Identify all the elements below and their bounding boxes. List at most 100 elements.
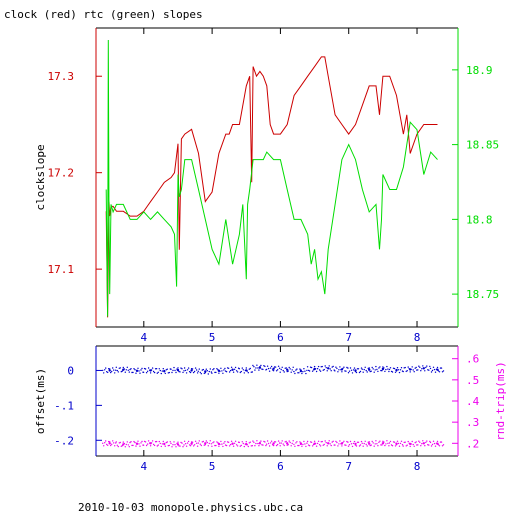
offset-point-dense [113,369,115,371]
offset-point-dense [259,366,261,368]
offset-point [204,370,207,373]
rndtrip-point-dense [187,440,190,443]
rndtrip-point-dense [244,443,246,445]
offset-point-dense [239,371,241,374]
rndtrip-point-dense [310,441,313,443]
offset-point-dense [319,370,322,372]
rndtrip-point-dense [335,440,337,443]
offset-point-dense [386,365,388,368]
offset-point-dense [133,368,135,370]
offset-point-dense [410,368,412,371]
offset-point-dense [125,369,128,371]
offset-point-dense [158,368,160,370]
offset-point-dense [404,366,406,369]
rndtrip-point-dense [241,441,243,443]
rndtrip-point-dense [213,441,215,443]
offset-point-dense [394,371,397,373]
rndtrip-point-dense [384,444,386,447]
offset-point-dense [266,365,269,367]
rndtrip-point-dense [368,441,370,443]
rndtrip-point-dense [357,441,360,443]
rndtrip-point [381,442,385,445]
offset-point-dense [382,366,384,368]
rndtrip-point-dense [438,445,441,447]
rndtrip-point [299,442,303,446]
rndtrip-point-dense [411,440,413,443]
offset-point-dense [328,365,330,367]
rndtrip-point-dense [376,443,378,445]
rndtrip-point-dense [327,442,329,444]
offset-point-dense [290,371,292,373]
offset-point-dense [358,371,361,374]
rndtrip-point-dense [299,441,301,443]
rndtrip-point-dense [389,440,392,443]
rndtrip-point-dense [259,441,261,444]
offset-point-dense [420,370,422,372]
offset-point-dense [268,370,271,372]
offset-point-dense [179,371,181,373]
rndtrip-point [108,442,111,445]
offset-point-dense [254,369,256,371]
rndtrip-point-dense [347,441,349,443]
offset-point-dense [147,367,150,369]
rndtrip-point-dense [137,440,139,442]
rndtrip-point-dense [398,445,401,447]
rndtrip-point-dense [207,445,209,447]
rndtrip-point-dense [424,445,426,447]
rndtrip-point-dense [239,445,241,447]
rndtrip-point-dense [319,445,322,447]
offset-point-dense [225,371,228,373]
offset-point-dense [370,370,372,372]
offset-point-dense [135,372,137,374]
rndtrip-point-dense [175,446,177,448]
rndtrip-point-dense [414,442,416,444]
rndtrip-point-dense [229,443,232,446]
x-tick-label: 6 [277,460,284,473]
rndtrip-point-dense [245,441,247,443]
offset-point [108,369,111,372]
rndtrip-point-dense [185,445,188,447]
offset-point-dense [223,369,225,371]
offset-point-dense [308,370,311,372]
rndtrip-point-dense [133,440,135,443]
offset-point-dense [343,366,345,368]
offset-point-dense [159,369,161,372]
offset-point-dense [227,367,230,369]
offset-point-dense [385,368,387,371]
offset-point-dense [288,366,290,369]
rndtrip-point-dense [126,441,128,443]
rndtrip-point-dense [216,441,218,443]
rndtrip-point-dense [104,442,106,444]
rndtrip-point-dense [366,445,368,447]
offset-point-dense [431,369,434,372]
offset-point-dense [274,366,277,368]
offset-point-dense [255,367,257,369]
offset-point-dense [348,370,351,372]
offset-point-dense [236,371,239,373]
rndtrip-point-dense [257,442,259,445]
offset-point [299,369,303,373]
rndtrip-point-dense [266,440,269,442]
offset-point-dense [106,371,108,373]
offset-point-dense [110,371,112,374]
rndtrip-point-dense [287,444,289,446]
rndtrip-point-dense [249,441,251,443]
rndtrip-point-dense [209,440,211,442]
rndtrip-point-dense [265,444,267,447]
offset-point-dense [289,368,291,370]
rndtrip-point-dense [234,440,237,442]
offset-point-dense [332,365,334,368]
x-tick-label: 4 [140,331,147,344]
rndtrip-point-dense [260,440,262,442]
offset-point-dense [281,366,283,368]
rndtrip-point-dense [352,442,355,445]
rndtrip-point-dense [308,445,311,447]
y-tick-label: 17.2 [48,167,75,180]
rndtrip-point [368,442,371,445]
offset-point-dense [311,370,314,372]
rndtrip-point-dense [212,442,214,444]
rndtrip-point-dense [230,440,233,442]
rndtrip-point-dense [400,440,403,442]
offset-point-dense [279,371,281,373]
